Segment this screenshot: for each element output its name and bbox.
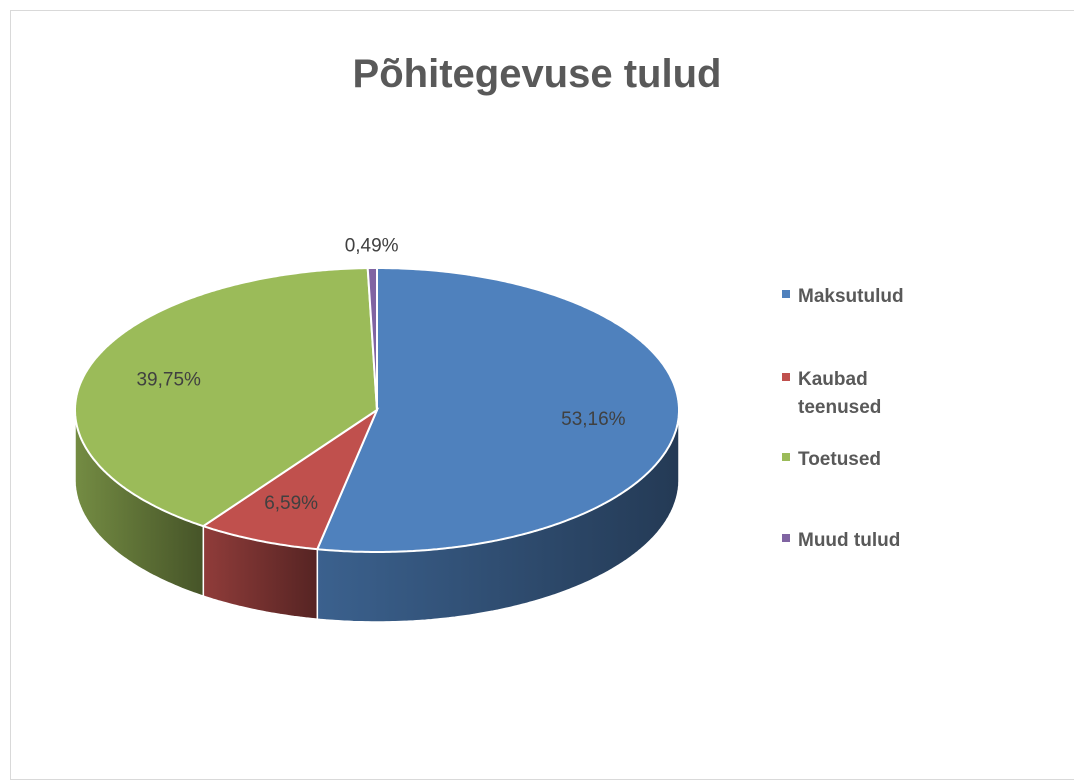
legend-swatch [782, 373, 790, 381]
pie-slice [366, 267, 378, 411]
legend-label: Muud tulud [798, 530, 901, 551]
legend-swatch [782, 290, 790, 298]
legend-label: Kaubad teenused [798, 369, 882, 418]
pie-slice [315, 267, 680, 553]
pie-slice [201, 407, 380, 551]
data-label: 6,59% [264, 493, 318, 514]
legend-swatch [782, 534, 790, 542]
legend-label: Toetused [798, 449, 882, 470]
data-label: 0,49% [345, 236, 399, 257]
data-label: 39,75% [136, 370, 201, 391]
legend-swatch [782, 453, 790, 461]
pie-slice [74, 267, 379, 528]
chart-title: Põhitegevuse tulud [352, 52, 722, 96]
data-label: 53,16% [561, 409, 626, 430]
legend-label: Maksutulud [798, 286, 904, 307]
